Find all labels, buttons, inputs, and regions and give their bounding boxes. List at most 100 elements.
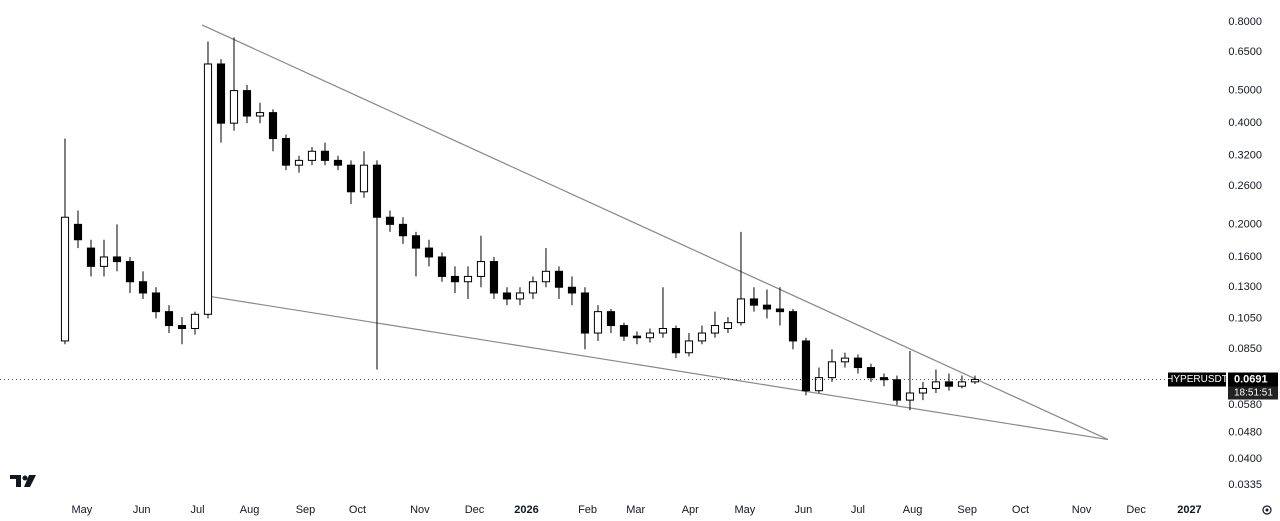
candle [879, 373, 889, 387]
settings-icon[interactable] [1265, 508, 1269, 512]
x-tick-label: Oct [349, 504, 366, 516]
candle-body [697, 332, 707, 342]
x-tick-label: Apr [682, 504, 699, 516]
candle [372, 160, 382, 370]
candle-body [528, 281, 538, 294]
y-tick-label: 0.1050 [1228, 312, 1262, 324]
candle-body [840, 357, 850, 363]
candle [320, 142, 330, 166]
candle [788, 309, 798, 350]
candle-body [60, 216, 70, 342]
candle-body [177, 325, 187, 330]
candle-body [658, 328, 668, 334]
candle [775, 287, 785, 326]
candle-body [359, 164, 369, 193]
y-tick-label: 0.1600 [1228, 251, 1262, 263]
candle [541, 248, 551, 288]
candle-body [762, 304, 772, 310]
candle-body [554, 270, 564, 288]
logo-part [24, 475, 36, 487]
candle [736, 231, 746, 326]
candle [424, 239, 434, 267]
x-tick-label: Nov [410, 504, 430, 516]
x-tick-label: Jun [133, 504, 151, 516]
candle-body [736, 298, 746, 324]
last-price-label: 0.0691 [1234, 373, 1268, 385]
candle [346, 160, 356, 204]
candle-body [112, 256, 122, 263]
candle-body [775, 308, 785, 313]
candle-body [801, 340, 811, 392]
candle [905, 351, 915, 411]
candle-body [502, 292, 512, 300]
candle [177, 317, 187, 345]
candle [710, 311, 720, 338]
candle [190, 311, 200, 335]
trend-line [206, 295, 1109, 441]
candle [866, 363, 876, 382]
candle-body [190, 313, 200, 330]
y-tick-label: 0.0335 [1228, 479, 1262, 491]
candle [281, 134, 291, 171]
candle-body [827, 361, 837, 379]
x-tick-label: Sep [296, 504, 316, 516]
y-tick-label: 0.8000 [1228, 16, 1262, 28]
y-tick-label: 0.6500 [1228, 46, 1262, 58]
candle [827, 349, 837, 382]
x-tick-label: May [72, 504, 93, 516]
candle [762, 289, 772, 319]
candle [268, 109, 278, 152]
candle-body [866, 367, 876, 379]
settings-icon[interactable] [1262, 505, 1272, 515]
y-tick-label: 0.1300 [1228, 281, 1262, 293]
candle [632, 331, 642, 345]
candle-body [619, 325, 629, 337]
y-tick-label: 0.5000 [1228, 85, 1262, 97]
y-tick-label: 0.2000 [1228, 218, 1262, 230]
candle-body [944, 381, 954, 387]
candle [957, 375, 967, 389]
candle [99, 239, 109, 277]
candle-body [892, 379, 902, 401]
x-tick-label: Jul [191, 504, 205, 516]
candle-body [411, 235, 421, 249]
candle-body [268, 112, 278, 140]
candle [216, 59, 226, 143]
candle [554, 266, 564, 299]
candle-body [957, 381, 967, 387]
candle-body [398, 223, 408, 237]
candle-body [489, 261, 499, 294]
candle-body [333, 159, 343, 166]
x-tick-label: 2027 [1177, 504, 1201, 516]
candle [515, 287, 525, 306]
candle-body [905, 392, 915, 401]
candle [60, 138, 70, 345]
candle-body [320, 150, 330, 161]
candle-body [723, 322, 733, 330]
candle-body [567, 286, 577, 294]
candle-body [476, 261, 486, 277]
logo-part [10, 475, 21, 487]
candle [476, 235, 486, 288]
candle-body [229, 90, 239, 124]
candle-body [307, 150, 317, 161]
candle [151, 287, 161, 319]
y-tick-label: 0.3200 [1228, 150, 1262, 162]
candle [593, 305, 603, 341]
tradingview-logo [10, 475, 36, 487]
candle [749, 287, 759, 312]
settings-button[interactable] [1262, 505, 1272, 515]
candle [125, 256, 135, 293]
countdown-label: 18:51:51 [1234, 388, 1273, 399]
candle [73, 210, 83, 249]
candle [203, 41, 213, 319]
candle [294, 155, 304, 173]
candle [931, 369, 941, 394]
candle-body [645, 332, 655, 339]
candle [853, 354, 863, 374]
x-tick-label: May [734, 504, 755, 516]
candle [606, 309, 616, 334]
